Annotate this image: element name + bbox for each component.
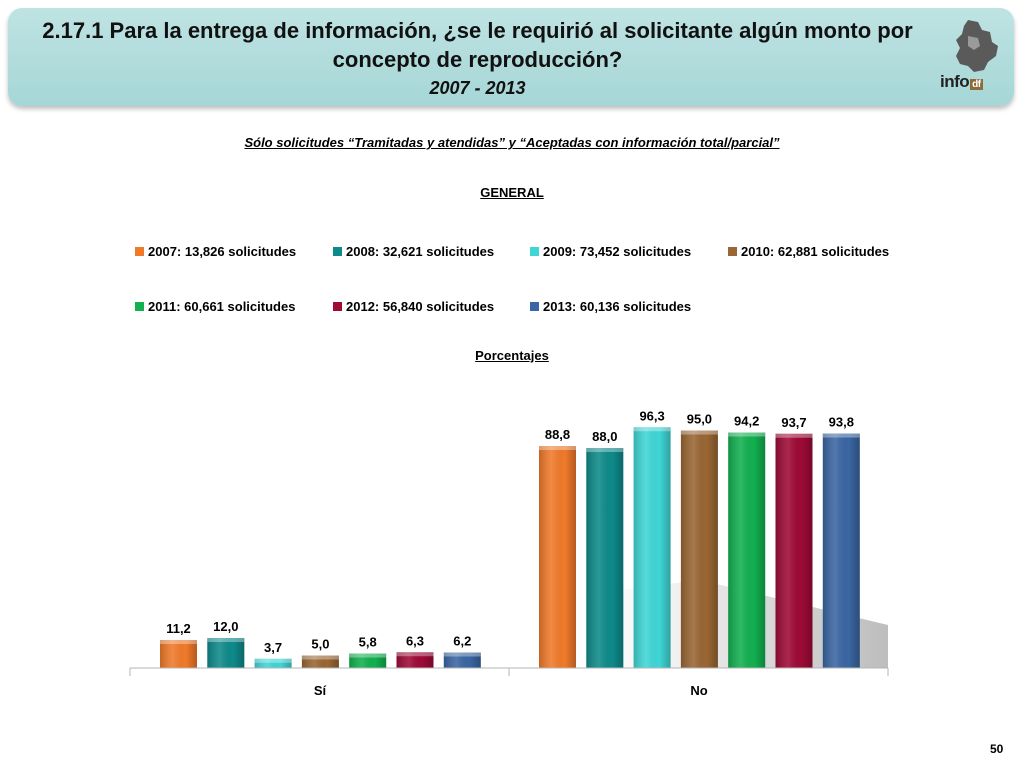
bar-shading bbox=[586, 448, 624, 668]
data-label: 95,0 bbox=[687, 412, 712, 427]
page-number: 50 bbox=[990, 742, 1004, 756]
category-label: Sí bbox=[314, 683, 327, 698]
legend-item: 2008: 32,621 solicitudes bbox=[333, 244, 494, 259]
legend-item: 2012: 56,840 solicitudes bbox=[333, 299, 494, 314]
legend-swatch bbox=[728, 247, 737, 256]
bar-top-highlight bbox=[396, 652, 434, 657]
legend-item: 2011: 60,661 solicitudes bbox=[135, 299, 295, 314]
bar-top-highlight bbox=[680, 430, 718, 435]
data-label: 12,0 bbox=[213, 619, 238, 634]
bar-top-highlight bbox=[775, 433, 813, 438]
data-label: 93,7 bbox=[781, 415, 806, 430]
logo-suffix: df bbox=[970, 79, 983, 90]
legend-swatch bbox=[530, 247, 539, 256]
bar-top-highlight bbox=[301, 655, 339, 660]
logo-text: info bbox=[940, 72, 970, 91]
bar-top-highlight bbox=[728, 432, 766, 437]
bar-shading bbox=[443, 652, 481, 668]
legend-swatch bbox=[333, 247, 342, 256]
legend-item: 2007: 13,826 solicitudes bbox=[135, 244, 296, 259]
data-label: 11,2 bbox=[166, 621, 191, 636]
bar-shading bbox=[539, 446, 576, 668]
bar-shading bbox=[775, 433, 813, 668]
chart-title: GENERAL bbox=[480, 185, 544, 200]
bar-shading bbox=[822, 433, 860, 668]
page-title: 2.17.1 Para la entrega de información, ¿… bbox=[20, 16, 935, 74]
bar-top-highlight bbox=[207, 638, 245, 642]
bar-top-highlight bbox=[633, 427, 671, 432]
data-label: 93,8 bbox=[829, 415, 854, 430]
bar-top-highlight bbox=[822, 433, 860, 438]
legend-label: 2010: 62,881 solicitudes bbox=[741, 244, 890, 259]
bar-shading bbox=[349, 653, 387, 668]
category-label: No bbox=[690, 683, 707, 698]
chart-subtitle: Sólo solicitudes “Tramitadas y atendidas… bbox=[244, 135, 780, 150]
bar-shading bbox=[254, 658, 292, 668]
legend-swatch bbox=[135, 247, 144, 256]
bar-shading bbox=[633, 427, 671, 668]
legend-swatch bbox=[530, 302, 539, 311]
legend-label: 2009: 73,452 solicitudes bbox=[543, 244, 692, 259]
bar-shading bbox=[160, 640, 197, 668]
legend-label: 2007: 13,826 solicitudes bbox=[148, 244, 297, 259]
data-label: 5,0 bbox=[311, 637, 329, 652]
data-label: 6,2 bbox=[453, 634, 471, 649]
data-label: 88,8 bbox=[545, 427, 570, 442]
data-label: 5,8 bbox=[359, 635, 377, 650]
legend-label: 2008: 32,621 solicitudes bbox=[346, 244, 495, 259]
legend-swatch bbox=[135, 302, 144, 311]
title-line-1: 2.17.1 Para la entrega de información, ¿… bbox=[42, 18, 913, 43]
bar-top-highlight bbox=[539, 446, 576, 450]
bar-shading bbox=[728, 432, 766, 668]
y-axis-label: Porcentajes bbox=[475, 348, 549, 363]
data-label: 96,3 bbox=[639, 408, 664, 423]
infodf-logo: info df bbox=[938, 16, 1008, 102]
bar-shading bbox=[680, 430, 718, 668]
data-label: 88,0 bbox=[592, 429, 617, 444]
map-silhouette-icon bbox=[956, 20, 998, 72]
bar-top-highlight bbox=[160, 640, 197, 644]
legend-item: 2010: 62,881 solicitudes bbox=[728, 244, 889, 259]
logo-wordmark: info df bbox=[940, 72, 983, 92]
legend-label: 2013: 60,136 solicitudes bbox=[543, 299, 692, 314]
bar-top-highlight bbox=[349, 653, 387, 658]
bar-top-highlight bbox=[443, 652, 481, 657]
data-label: 6,3 bbox=[406, 633, 424, 648]
legend-label: 2011: 60,661 solicitudes bbox=[148, 299, 296, 314]
bar-top-highlight bbox=[254, 658, 292, 663]
legend-item: 2009: 73,452 solicitudes bbox=[530, 244, 691, 259]
title-line-2: concepto de reproducción? bbox=[332, 47, 623, 72]
legend-swatch bbox=[333, 302, 342, 311]
bar-shading bbox=[396, 652, 434, 668]
data-label: 94,2 bbox=[734, 414, 759, 429]
title-banner bbox=[8, 8, 1014, 106]
legend-label: 2012: 56,840 solicitudes bbox=[346, 299, 495, 314]
bar-top-highlight bbox=[586, 448, 624, 452]
bar-shading bbox=[207, 638, 245, 668]
year-range: 2007 - 2013 bbox=[429, 78, 526, 98]
bar-shading bbox=[301, 655, 339, 668]
legend-item: 2013: 60,136 solicitudes bbox=[530, 299, 691, 314]
data-label: 3,7 bbox=[264, 640, 282, 655]
